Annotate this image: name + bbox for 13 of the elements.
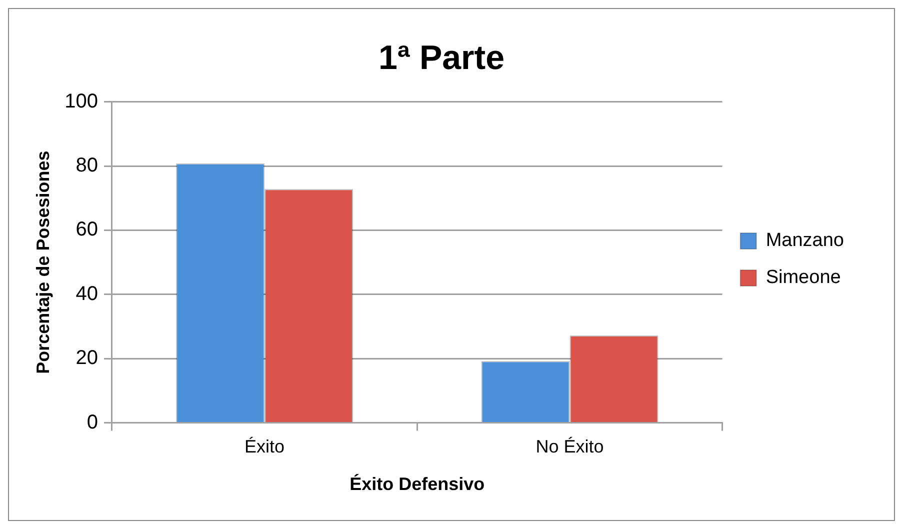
chart-title: 1ª Parte bbox=[378, 38, 504, 77]
y-tick-label: 80 bbox=[76, 154, 98, 177]
y-tick-label: 0 bbox=[86, 411, 98, 434]
legend-label: Simeone bbox=[766, 267, 841, 288]
y-tick-label: 40 bbox=[76, 282, 98, 305]
x-axis-title: Éxito Defensivo bbox=[350, 474, 485, 494]
y-tick-label: 100 bbox=[64, 90, 98, 112]
x-tick-label: Éxito bbox=[244, 436, 285, 457]
y-tick-label: 20 bbox=[76, 347, 98, 370]
y-axis-title: Porcentaje de Posesiones bbox=[32, 150, 53, 374]
y-tick-label: 60 bbox=[76, 218, 98, 241]
x-tick-label: No Éxito bbox=[536, 436, 604, 457]
legend-label: Manzano bbox=[766, 230, 844, 252]
